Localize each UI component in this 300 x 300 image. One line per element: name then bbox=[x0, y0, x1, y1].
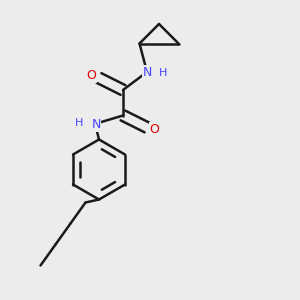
Text: O: O bbox=[150, 122, 159, 136]
Text: N: N bbox=[142, 65, 152, 79]
Text: O: O bbox=[87, 69, 96, 82]
Text: H: H bbox=[159, 68, 168, 79]
Text: H: H bbox=[75, 118, 84, 128]
Text: N: N bbox=[91, 118, 101, 131]
